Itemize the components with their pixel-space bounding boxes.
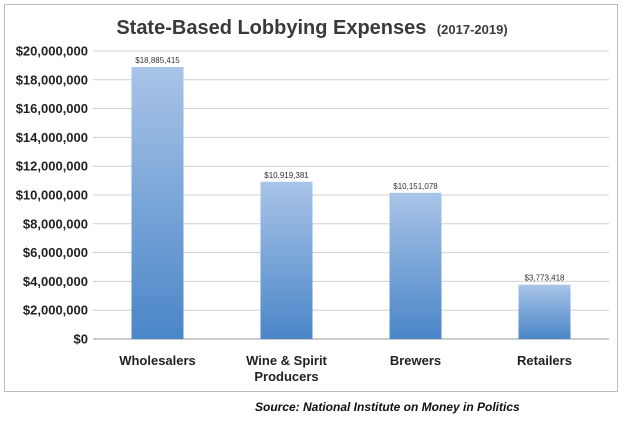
y-tick-label: $14,000,000 <box>16 130 88 145</box>
y-tick-label: $0 <box>74 332 88 347</box>
y-tick-label: $12,000,000 <box>16 159 88 174</box>
data-label: $18,885,415 <box>135 56 180 65</box>
source-note: Source: National Institute on Money in P… <box>255 400 520 414</box>
data-label: $10,919,381 <box>264 171 309 180</box>
bar-retailers <box>518 284 571 339</box>
y-tick-label: $8,000,000 <box>23 216 88 231</box>
chart-title-subtitle: (2017-2019) <box>437 22 508 37</box>
y-tick-label: $20,000,000 <box>16 44 88 59</box>
y-axis-ticks: $0 $2,000,000 $4,000,000 $6,000,000 $8,000,0… <box>16 44 88 347</box>
x-tick-label: Brewers <box>390 353 441 368</box>
x-tick-label: Wholesalers <box>119 353 196 368</box>
x-tick-label-line: Retailers <box>517 353 572 368</box>
x-tick-label-line: Wholesalers <box>119 353 196 368</box>
x-tick-label-line: Producers <box>254 369 318 384</box>
y-tick-label: $18,000,000 <box>16 72 88 87</box>
data-labels: $18,885,415 $10,919,381 $10,151,078 $3,773,… <box>135 56 565 283</box>
chart-title: State-Based Lobbying Expenses (2017-2019… <box>116 17 507 39</box>
y-tick-label: $16,000,000 <box>16 101 88 116</box>
x-tick-label: Wine & Spirit Producers <box>246 353 327 384</box>
bar-wine-spirit-producers <box>260 181 313 339</box>
y-tick-label: $6,000,000 <box>23 245 88 260</box>
x-tick-label-line: Brewers <box>390 353 441 368</box>
x-axis-ticks: Wholesalers Wine & Spirit Producers Brewers… <box>119 353 572 384</box>
bars <box>131 67 571 339</box>
y-tick-label: $4,000,000 <box>23 274 88 289</box>
chart-title-main: State-Based Lobbying Expenses <box>116 17 426 39</box>
y-tick-label: $2,000,000 <box>23 303 88 318</box>
data-label: $3,773,418 <box>524 274 565 283</box>
x-tick-label-line: Wine & Spirit <box>246 353 327 368</box>
x-tick-label: Retailers <box>517 353 572 368</box>
y-tick-label: $10,000,000 <box>16 188 88 203</box>
bar-chart: State-Based Lobbying Expenses (2017-2019… <box>16 17 609 384</box>
bar-brewers <box>389 192 442 339</box>
bar-wholesalers <box>131 67 184 339</box>
chart-frame: State-Based Lobbying Expenses (2017-2019… <box>4 4 618 392</box>
data-label: $10,151,078 <box>393 182 438 191</box>
